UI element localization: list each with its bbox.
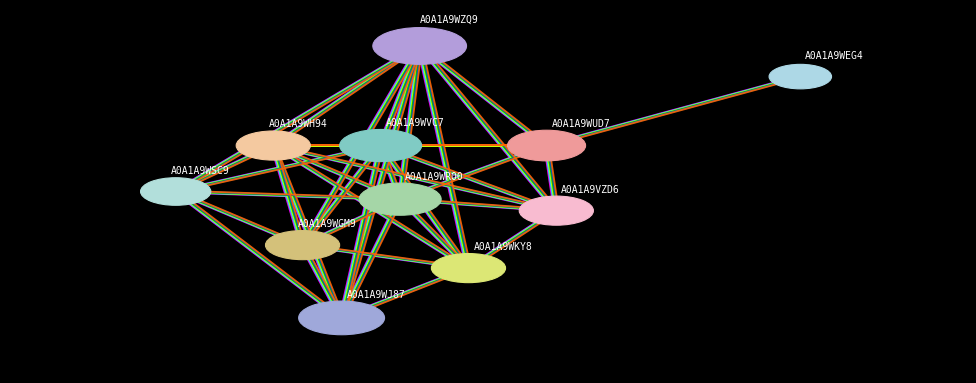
Text: A0A1A9WJ87: A0A1A9WJ87 [346,290,405,300]
Circle shape [769,64,832,89]
Text: A0A1A9VZD6: A0A1A9VZD6 [561,185,620,195]
Circle shape [141,178,211,205]
Text: A0A1A9WEG4: A0A1A9WEG4 [805,51,864,61]
Circle shape [519,196,593,225]
Circle shape [508,130,586,161]
Text: A0A1A9WSC9: A0A1A9WSC9 [171,166,229,176]
Circle shape [340,129,422,162]
Text: A0A1A9WZQ9: A0A1A9WZQ9 [420,15,478,25]
Circle shape [299,301,385,335]
Text: A0A1A9WH94: A0A1A9WH94 [268,119,327,129]
Circle shape [359,183,441,215]
Circle shape [236,131,310,160]
Circle shape [431,254,506,283]
Text: A0A1A9WGM9: A0A1A9WGM9 [298,219,356,229]
Text: A0A1A9WUD7: A0A1A9WUD7 [551,119,610,129]
Text: A0A1A9WVC7: A0A1A9WVC7 [386,118,444,128]
Text: A0A1A9WR00: A0A1A9WR00 [405,172,464,182]
Circle shape [373,28,467,64]
Text: A0A1A9WKY8: A0A1A9WKY8 [473,242,532,252]
Circle shape [265,231,340,260]
